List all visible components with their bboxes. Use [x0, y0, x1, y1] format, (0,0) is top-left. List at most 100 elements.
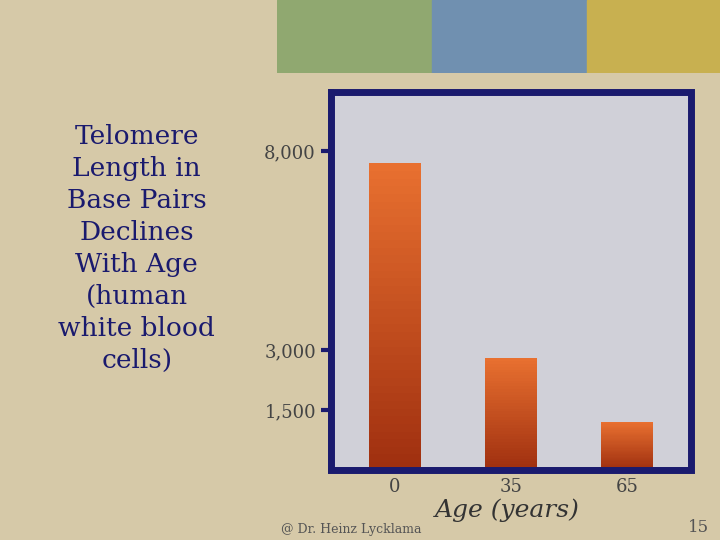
Bar — [601, 469, 654, 470]
Bar — [369, 240, 421, 248]
Bar — [485, 383, 537, 386]
Bar — [601, 430, 654, 431]
Bar — [601, 448, 654, 449]
Bar — [485, 453, 537, 456]
Bar — [485, 458, 537, 462]
Bar — [369, 370, 421, 378]
Bar — [369, 210, 421, 217]
Bar — [369, 164, 421, 171]
Bar — [601, 451, 654, 452]
Bar — [485, 395, 537, 397]
Bar — [369, 263, 421, 271]
Bar — [601, 453, 654, 454]
Text: 15: 15 — [688, 519, 709, 536]
Bar — [601, 457, 654, 458]
Bar — [485, 456, 537, 458]
Bar — [485, 450, 537, 453]
Bar — [601, 446, 654, 447]
Bar — [485, 445, 537, 448]
Bar — [485, 431, 537, 434]
Bar — [601, 439, 654, 440]
Bar — [485, 434, 537, 436]
Bar — [601, 422, 654, 423]
Bar — [369, 286, 421, 294]
Bar — [485, 425, 537, 428]
Text: @ Dr. Heinz Lycklama: @ Dr. Heinz Lycklama — [281, 523, 421, 536]
Bar — [369, 362, 421, 370]
Bar — [485, 367, 537, 369]
Bar — [601, 449, 654, 451]
Bar — [369, 462, 421, 470]
Bar — [369, 301, 421, 309]
Bar — [485, 381, 537, 383]
Bar — [369, 401, 421, 409]
Bar — [485, 392, 537, 395]
Bar — [485, 375, 537, 378]
Bar — [369, 409, 421, 416]
Bar — [485, 462, 537, 464]
Bar — [601, 464, 654, 465]
Bar — [369, 393, 421, 401]
Bar — [485, 464, 537, 467]
Bar — [601, 434, 654, 435]
Bar — [485, 417, 537, 420]
Bar — [369, 179, 421, 186]
Bar — [369, 355, 421, 362]
Bar — [601, 423, 654, 424]
Bar — [369, 332, 421, 340]
Bar — [485, 400, 537, 403]
Bar — [369, 232, 421, 240]
Bar — [369, 316, 421, 324]
Bar — [601, 459, 654, 460]
Bar — [601, 455, 654, 457]
Bar — [601, 452, 654, 453]
Bar — [485, 411, 537, 414]
Bar — [369, 171, 421, 179]
Bar — [485, 364, 537, 367]
Bar — [369, 225, 421, 232]
Bar — [369, 431, 421, 439]
Text: Telomere
Length in
Base Pairs
Declines
With Age
(human
white blood
cells): Telomere Length in Base Pairs Declines W… — [58, 124, 215, 373]
Bar — [601, 428, 654, 429]
Bar — [601, 445, 654, 446]
Bar — [485, 442, 537, 445]
Bar — [485, 372, 537, 375]
Bar — [601, 426, 654, 427]
Bar — [485, 409, 537, 411]
Bar — [369, 347, 421, 355]
Bar — [369, 324, 421, 332]
Bar — [601, 465, 654, 466]
Bar — [369, 194, 421, 202]
Bar — [601, 441, 654, 442]
Bar — [485, 369, 537, 372]
Bar — [485, 422, 537, 425]
Bar — [485, 439, 537, 442]
Bar — [601, 433, 654, 434]
Bar — [369, 378, 421, 386]
Bar — [601, 466, 654, 468]
Bar — [485, 386, 537, 389]
Bar — [369, 309, 421, 316]
Bar — [601, 447, 654, 448]
Bar — [369, 202, 421, 210]
Bar — [369, 340, 421, 347]
Bar — [601, 431, 654, 433]
Bar — [485, 428, 537, 431]
Bar — [601, 437, 654, 439]
Bar — [601, 443, 654, 445]
Bar — [369, 416, 421, 424]
Bar — [601, 436, 654, 437]
Bar — [369, 248, 421, 255]
Bar — [277, 0, 432, 73]
Bar — [369, 386, 421, 393]
Bar — [485, 420, 537, 422]
Bar — [369, 271, 421, 278]
Bar — [588, 0, 720, 73]
Bar — [485, 389, 537, 392]
Bar — [369, 255, 421, 263]
Text: Age (years): Age (years) — [435, 498, 580, 522]
Bar — [601, 454, 654, 455]
Bar — [369, 217, 421, 225]
Bar — [601, 468, 654, 469]
Bar — [369, 294, 421, 301]
